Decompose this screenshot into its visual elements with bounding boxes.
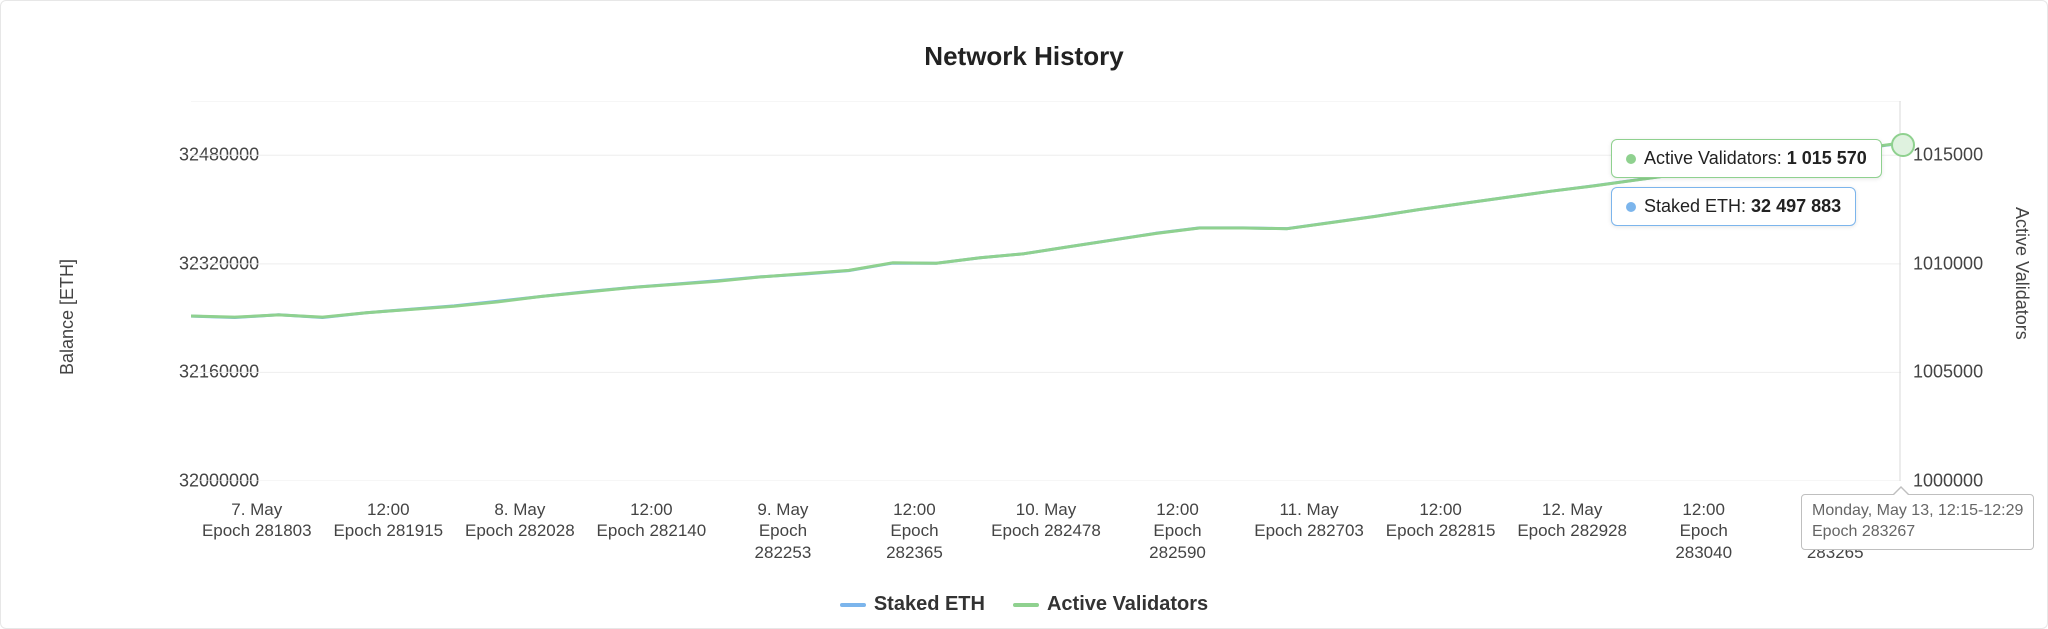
legend-item[interactable]: Active Validators <box>1013 593 1208 616</box>
x-tick: 12:00Epoch 282140 <box>597 499 707 542</box>
x-tick: 8. MayEpoch 282028 <box>465 499 575 542</box>
x-tick: 9. MayEpoch282253 <box>755 499 812 563</box>
series-tooltip: Active Validators: 1 015 570 <box>1611 139 1882 178</box>
legend-swatch-icon <box>1013 603 1039 607</box>
y-right-tick: 1010000 <box>1913 253 1983 274</box>
chart-card: Network History Balance [ETH] Active Val… <box>0 0 2048 629</box>
x-tick: 12:00Epoch283040 <box>1675 499 1732 563</box>
tooltip-label: Active Validators: <box>1644 148 1787 168</box>
x-tick: 12:00Epoch282590 <box>1149 499 1206 563</box>
y-right-tick: 1000000 <box>1913 471 1983 492</box>
x-tick: 11. MayEpoch 282703 <box>1254 499 1364 542</box>
y-right-axis-title: Active Validators <box>2011 207 2032 340</box>
legend-item[interactable]: Staked ETH <box>840 593 985 616</box>
chart-title: Network History <box>1 41 2047 72</box>
x-tick: 12:00Epoch 281915 <box>333 499 443 542</box>
x-tick: 12:00Epoch 282815 <box>1386 499 1496 542</box>
x-tick: 7. MayEpoch 281803 <box>202 499 312 542</box>
tooltip-label: Staked ETH: <box>1644 196 1751 216</box>
legend-swatch-icon <box>840 603 866 607</box>
hover-tooltip: Monday, May 13, 12:15-12:29 Epoch 283267 <box>1801 494 2034 550</box>
x-tick: 10. MayEpoch 282478 <box>991 499 1101 542</box>
y-left-axis-title: Balance [ETH] <box>57 259 78 375</box>
chart-legend: Staked ETH Active Validators <box>1 593 2047 616</box>
legend-label: Active Validators <box>1047 593 1208 615</box>
hover-tooltip-line1: Monday, May 13, 12:15-12:29 <box>1812 501 2023 522</box>
hover-tooltip-line2: Epoch 283267 <box>1812 522 2023 543</box>
series-tooltip: Staked ETH: 32 497 883 <box>1611 187 1856 226</box>
legend-label: Staked ETH <box>874 593 985 615</box>
tooltip-value: 32 497 883 <box>1751 196 1841 216</box>
x-tick: 12. MayEpoch 282928 <box>1517 499 1627 542</box>
tooltip-value: 1 015 570 <box>1787 148 1867 168</box>
y-right-tick: 1015000 <box>1913 145 1983 166</box>
y-right-tick: 1005000 <box>1913 362 1983 383</box>
line-end-marker-icon <box>1891 133 1915 157</box>
x-tick: 12:00Epoch282365 <box>886 499 943 563</box>
